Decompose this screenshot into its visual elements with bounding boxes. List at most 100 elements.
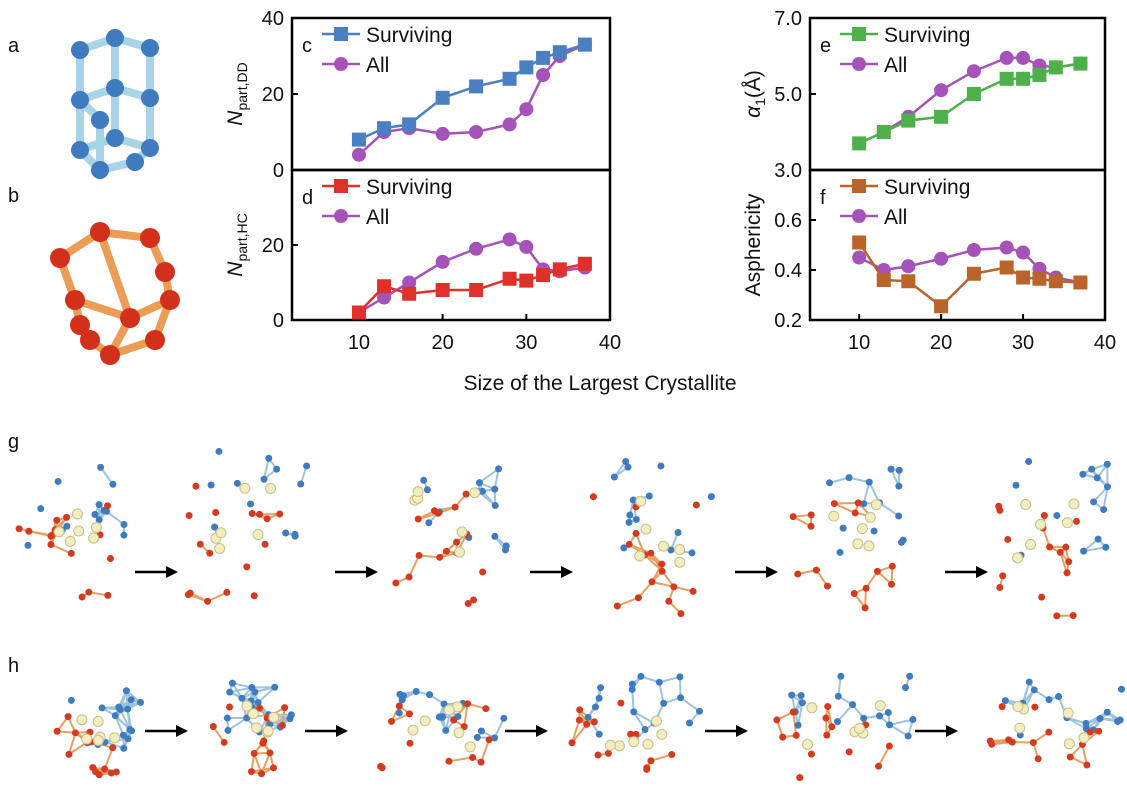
y-tick-label: 20 [262, 84, 284, 106]
atom [426, 691, 434, 699]
atom [254, 699, 262, 707]
atom [106, 79, 124, 97]
legend-label: Surviving [884, 176, 970, 199]
atom [256, 704, 264, 712]
marker [1016, 71, 1031, 86]
atom [204, 597, 212, 605]
atom [273, 465, 281, 473]
atom [632, 515, 640, 523]
atom [415, 551, 423, 559]
atom [1031, 703, 1039, 711]
arrow-head [736, 725, 748, 737]
atom [475, 479, 483, 487]
atom [584, 713, 592, 721]
atom [243, 563, 251, 571]
atom [501, 546, 509, 554]
atom [802, 738, 814, 750]
atom [248, 768, 256, 776]
atom [407, 724, 419, 736]
atom [469, 487, 481, 499]
panel-label: h [8, 655, 19, 677]
x-tick-label: 10 [848, 332, 870, 354]
marker [1073, 275, 1088, 290]
atom [839, 524, 847, 532]
atom [470, 596, 478, 604]
atom [473, 733, 481, 741]
arrow-head [976, 566, 988, 578]
atom [1083, 761, 1091, 769]
atom [95, 771, 103, 779]
atom [1025, 678, 1033, 686]
marker [577, 256, 592, 271]
marker [502, 71, 517, 86]
marker [377, 279, 392, 294]
atom [186, 589, 194, 597]
bond [50, 543, 72, 555]
atom [796, 774, 804, 782]
atom [637, 672, 645, 680]
atom [442, 726, 450, 734]
atom [1088, 465, 1096, 473]
bond [878, 501, 900, 517]
atom [850, 590, 858, 598]
atom [1012, 481, 1020, 489]
atom [589, 493, 597, 501]
atom [25, 527, 33, 535]
x-tick-label: 30 [515, 332, 537, 354]
series-line [358, 262, 586, 314]
atom [1063, 569, 1071, 577]
y-axis-label: α1(Å) [742, 70, 768, 118]
atom [632, 730, 640, 738]
x-tick-label: 40 [1094, 332, 1116, 354]
atom [392, 579, 400, 587]
atom [658, 567, 666, 575]
atom [223, 588, 231, 596]
atom [106, 555, 114, 563]
atom [207, 481, 215, 489]
atom [140, 228, 160, 248]
atom [238, 694, 246, 702]
bond [260, 752, 271, 775]
atom [884, 708, 892, 716]
atom [116, 705, 124, 713]
atom [1030, 686, 1038, 694]
bond [797, 702, 804, 726]
x-tick-label: 10 [348, 332, 370, 354]
atom [112, 768, 120, 776]
marker [552, 262, 567, 277]
x-tick-label: 40 [599, 332, 621, 354]
atom [628, 685, 636, 693]
atom [260, 475, 268, 483]
marker [852, 136, 867, 151]
marker [966, 266, 981, 281]
atom [986, 737, 994, 745]
atom [576, 706, 584, 714]
marker [519, 60, 534, 75]
marker [966, 87, 981, 101]
atom [643, 765, 651, 773]
atom [1045, 728, 1053, 736]
bond [862, 481, 871, 504]
atom [450, 716, 458, 724]
atom [192, 482, 200, 490]
bond [67, 732, 77, 755]
atom [1061, 517, 1073, 529]
atom [477, 758, 485, 766]
atom [1014, 722, 1026, 734]
atom [214, 542, 226, 554]
atom [583, 720, 591, 728]
atom [126, 726, 134, 734]
atom [1034, 755, 1042, 763]
atom [53, 526, 65, 538]
y-tick-label: 0.4 [774, 260, 802, 282]
marker [402, 275, 417, 290]
atom [901, 684, 909, 692]
bond [448, 756, 473, 763]
atom [76, 714, 88, 726]
atom [656, 728, 668, 740]
atom [837, 672, 845, 680]
atom [491, 532, 499, 540]
atom [676, 673, 684, 681]
atom [124, 735, 132, 743]
legend-label: Surviving [884, 24, 970, 47]
